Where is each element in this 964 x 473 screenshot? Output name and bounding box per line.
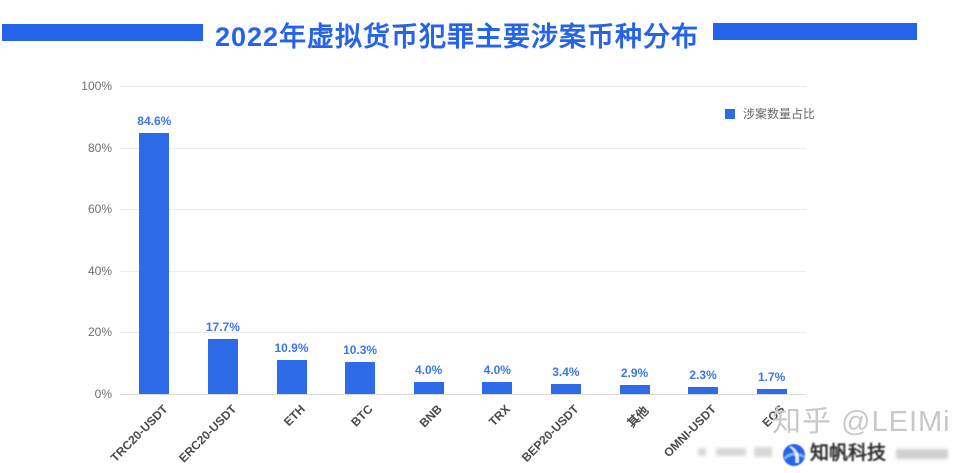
x-tick-label: TRC20-USDT xyxy=(107,402,171,465)
illegible-fragment xyxy=(698,448,706,456)
bar-value-label: 2.3% xyxy=(689,367,717,382)
legend: 涉案数量占比 xyxy=(725,105,815,122)
x-tick-label: ETH xyxy=(280,402,308,429)
y-tick-label: 0% xyxy=(94,387,112,401)
x-tick-label: ERC20-USDT xyxy=(175,402,239,466)
bar-其他 xyxy=(619,385,650,394)
gridline xyxy=(120,332,806,334)
illegible-fragment xyxy=(716,448,746,456)
bar-ERC20-USDT xyxy=(207,339,238,394)
y-tick-label: 80% xyxy=(87,140,112,155)
x-tick-label: BNB xyxy=(416,402,445,431)
illegible-fragment xyxy=(896,449,949,459)
bar-value-label: 2.9% xyxy=(620,366,649,381)
x-tick-label: BTC xyxy=(348,402,377,430)
bar-value-label: 84.6% xyxy=(137,114,172,129)
x-tick-label: 其他 xyxy=(624,403,652,431)
y-tick-label: 60% xyxy=(87,202,112,217)
title-decor-bar-right xyxy=(713,23,917,40)
bar-value-label: 3.4% xyxy=(552,364,580,379)
x-tick-label: BEP20-USDT xyxy=(519,402,582,465)
bar-value-label: 4.0% xyxy=(415,362,443,377)
bar-EOS xyxy=(756,388,787,394)
bar-OMNI-USDT xyxy=(688,386,719,394)
y-tick-label: 40% xyxy=(87,263,112,278)
page: 2022年虚拟货币犯罪主要涉案币种分布 0% 20% 40% 60% 80% 100% 8… xyxy=(2,22,951,466)
bar-TRX xyxy=(482,381,513,394)
illegible-fragment xyxy=(754,447,772,457)
source-logo-icon xyxy=(782,443,806,472)
bar-value-label: 10.9% xyxy=(274,341,309,356)
bar-BTC xyxy=(345,362,376,394)
watermark-text: 知乎 @LEIMi xyxy=(772,406,951,438)
gridline xyxy=(120,86,806,87)
title-decor-bar-left xyxy=(2,24,203,41)
bar-BEP20-USDT xyxy=(550,383,581,394)
bar-value-label: 4.0% xyxy=(483,362,511,377)
bar-TRC20-USDT xyxy=(139,133,170,394)
x-tick-label: TRX xyxy=(486,402,514,429)
source-logo-strip: 知帆科技 xyxy=(698,443,949,473)
gridline xyxy=(120,394,806,395)
y-tick-label: 100% xyxy=(81,79,112,93)
bar-ETH xyxy=(276,360,307,394)
bar-value-label: 10.3% xyxy=(343,343,378,358)
legend-label: 涉案数量占比 xyxy=(743,107,816,121)
gridline xyxy=(120,270,806,272)
page-title: 2022年虚拟货币犯罪主要涉案币种分布 xyxy=(214,22,700,52)
gridline xyxy=(120,147,806,149)
legend-swatch-icon xyxy=(725,108,735,119)
bar-value-label: 17.7% xyxy=(205,320,240,335)
source-logo-text: 知帆科技 xyxy=(810,443,887,464)
bar-value-label: 1.7% xyxy=(758,369,786,384)
gridline xyxy=(120,209,806,211)
y-tick-label: 20% xyxy=(87,325,112,340)
bar-BNB xyxy=(413,381,444,394)
